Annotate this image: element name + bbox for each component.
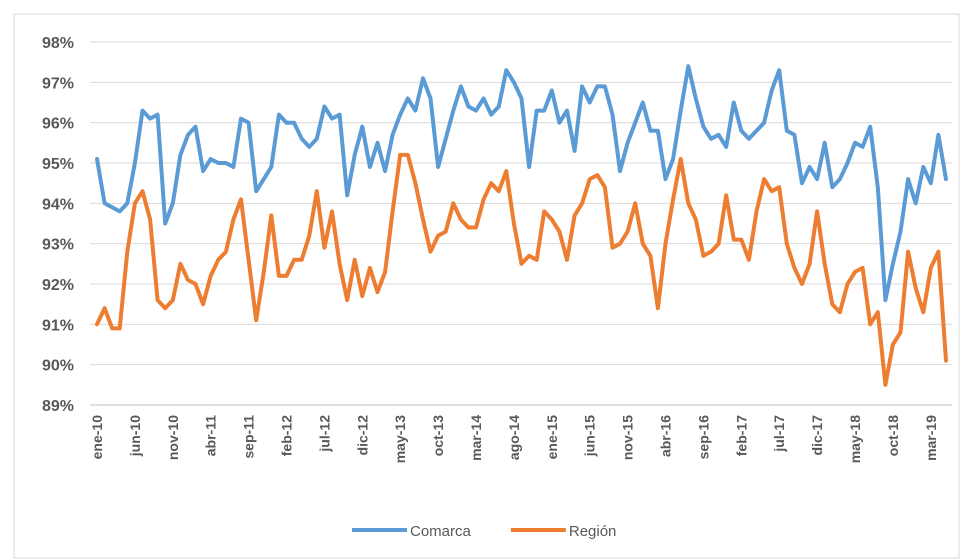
x-tick-label: may-13 [392, 415, 408, 463]
x-tick-label: dic-17 [809, 415, 825, 456]
x-tick-label: ago-14 [506, 415, 522, 460]
legend-label: Comarca [410, 523, 472, 540]
x-tick-label: dic-12 [354, 415, 370, 456]
y-tick-label: 90% [42, 358, 74, 375]
x-tick-label: sep-11 [241, 415, 257, 459]
x-tick-label: jun-10 [127, 415, 143, 457]
y-tick-label: 91% [42, 317, 74, 334]
x-tick-label: abr-16 [658, 415, 674, 457]
y-tick-label: 97% [42, 75, 74, 92]
series-line [95, 64, 948, 303]
x-tick-label: nov-10 [165, 415, 181, 460]
x-tick-label: abr-11 [203, 415, 219, 456]
x-tick-label: sep-16 [695, 415, 711, 460]
y-tick-label: 94% [42, 196, 74, 213]
x-tick-label: mar-19 [923, 415, 939, 461]
y-tick-label: 93% [42, 237, 74, 254]
y-tick-label: 96% [42, 116, 74, 133]
y-tick-label: 92% [42, 277, 74, 294]
legend-label: Región [569, 523, 617, 540]
series-line [95, 152, 948, 387]
x-tick-label: oct-18 [885, 415, 901, 456]
x-tick-label: jul-12 [316, 415, 332, 453]
x-tick-label: oct-13 [430, 415, 446, 456]
x-tick-label: mar-14 [468, 415, 484, 461]
x-tick-label: feb-12 [279, 415, 295, 456]
y-tick-label: 95% [42, 156, 74, 173]
x-tick-label: nov-15 [620, 415, 636, 460]
x-tick-label: feb-17 [733, 415, 749, 456]
x-tick-label: jul-17 [771, 415, 787, 453]
x-tick-label: ene-10 [89, 415, 105, 460]
x-tick-label: ene-15 [544, 415, 560, 460]
x-tick-label: may-18 [847, 415, 863, 463]
x-tick-label: jun-15 [582, 415, 598, 457]
y-tick-label: 98% [42, 35, 74, 52]
y-tick-label: 89% [42, 398, 74, 415]
